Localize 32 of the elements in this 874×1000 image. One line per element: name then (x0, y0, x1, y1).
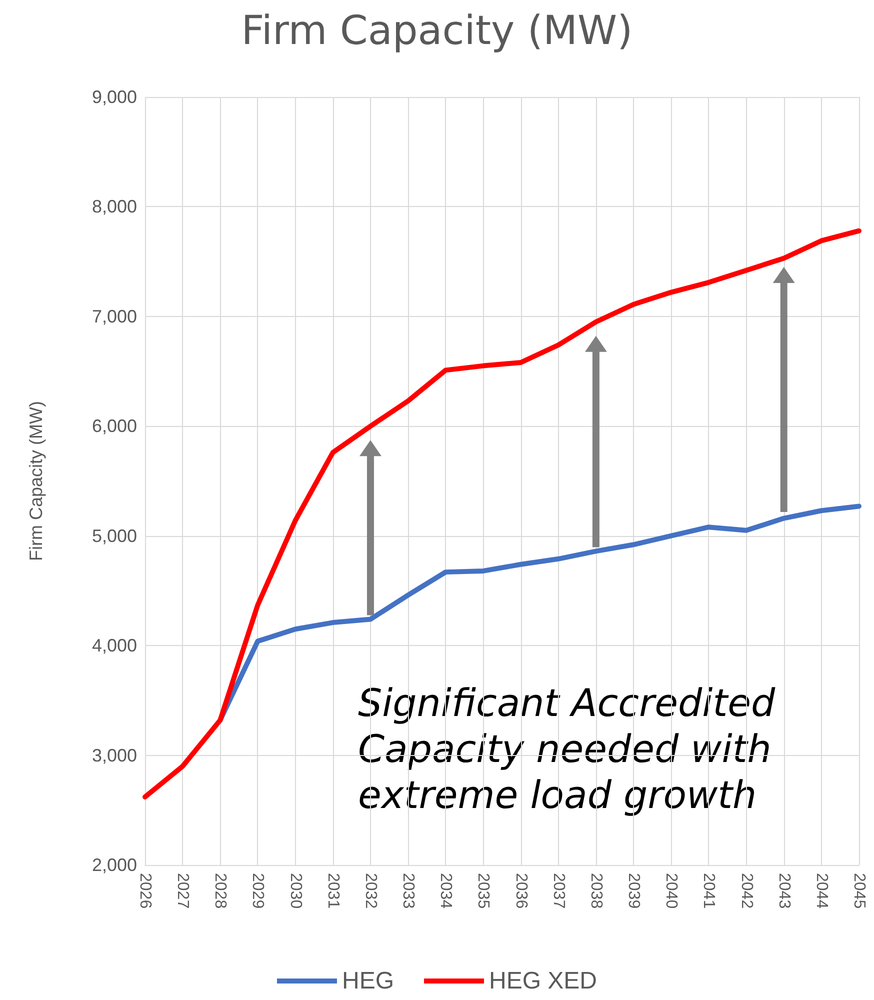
x-tick-label: 2043 (775, 873, 792, 909)
x-tick-label: 2030 (286, 873, 304, 909)
x-tick-label: 2039 (625, 873, 642, 909)
y-tick-label: 8,000 (92, 196, 137, 217)
x-tick-label: 2040 (662, 873, 680, 909)
y-axis-title: Firm Capacity (MW) (26, 401, 46, 561)
x-tick-label: 2034 (437, 873, 454, 909)
x-tick-label: 2031 (324, 873, 342, 909)
legend-label: HEG XED (488, 968, 598, 994)
y-tick-label: 3,000 (92, 745, 137, 766)
x-tick-label: 2038 (587, 873, 604, 909)
y-tick-label: 9,000 (92, 87, 137, 107)
x-tick-label: 2045 (850, 873, 868, 909)
y-tick-label: 5,000 (92, 526, 137, 546)
x-tick-label: 2027 (174, 873, 192, 909)
x-tick-label: 2036 (512, 873, 530, 909)
x-tick-label: 2035 (474, 873, 492, 909)
y-tick-label: 4,000 (92, 636, 137, 656)
y-tick-label: 6,000 (92, 416, 137, 436)
y-tick-label: 7,000 (92, 306, 137, 326)
chart-title: Firm Capacity (MW) (241, 8, 633, 54)
x-tick-label: 2029 (249, 873, 266, 909)
x-tick-label: 2041 (700, 873, 718, 909)
x-tick-label: 2032 (362, 873, 379, 909)
x-tick-label: 2037 (550, 873, 567, 909)
y-tick-label: 2,000 (92, 855, 137, 875)
x-tick-label: 2028 (212, 873, 229, 909)
legend-label: HEG (342, 968, 394, 994)
x-tick-label: 2042 (738, 873, 755, 909)
x-tick-label: 2026 (136, 873, 154, 909)
x-tick-label: 2033 (400, 873, 417, 909)
x-tick-label: 2044 (812, 873, 830, 909)
